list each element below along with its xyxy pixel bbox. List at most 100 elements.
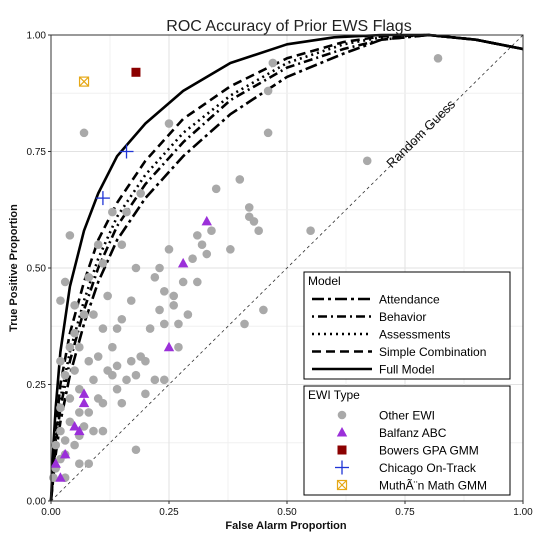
legend-ewi-label: Chicago On-Track	[379, 461, 477, 475]
other-ewi-point	[131, 263, 141, 273]
other-ewi-point	[131, 370, 141, 380]
other-ewi-point	[84, 459, 94, 469]
legend-ewi-label: Other EWI	[379, 409, 435, 423]
other-ewi-point	[60, 370, 70, 380]
other-ewi-point	[75, 384, 84, 394]
other-ewi-point	[259, 305, 268, 315]
other-ewi-point	[244, 203, 254, 212]
other-ewi-point	[306, 226, 315, 236]
other-ewi-point	[159, 287, 169, 296]
other-ewi-point	[79, 128, 89, 138]
other-ewi-point	[126, 356, 136, 366]
other-ewi-point	[150, 273, 160, 282]
other-ewi-point	[159, 375, 169, 385]
y-tick-label: 0.75	[27, 147, 47, 158]
other-ewi-point	[169, 291, 179, 301]
other-ewi-point	[268, 58, 278, 68]
other-ewi-point	[56, 403, 65, 413]
legend-ewi-swatch	[335, 460, 349, 475]
other-ewi-point	[98, 398, 108, 408]
legend-ewi-title: EWI Type	[308, 388, 360, 402]
ewi-points	[49, 54, 443, 483]
other-ewi-point	[60, 277, 70, 287]
other-ewi-point	[84, 356, 94, 366]
balfanz-abc-point	[201, 215, 212, 226]
other-ewi-point	[79, 422, 89, 431]
other-ewi-point	[155, 263, 164, 273]
other-ewi-point	[183, 310, 193, 319]
legend-ewi-type: EWI Type Other EWI Balfanz ABC Bowers GPA G…	[303, 385, 511, 496]
legend-ewi-swatch	[336, 427, 348, 437]
other-ewi-point	[79, 310, 89, 319]
chart-title: ROC Accuracy of Prior EWS Flags	[166, 18, 411, 35]
balfanz-abc-point	[55, 472, 66, 482]
other-ewi-point	[98, 426, 108, 436]
balfanz-abc-point	[50, 458, 61, 468]
balfanz-abc-point	[59, 448, 71, 459]
other-ewi-point	[56, 356, 65, 366]
other-ewi-point	[112, 384, 122, 394]
other-ewi-point	[112, 361, 122, 371]
other-ewi-point	[211, 184, 221, 194]
other-ewi-point	[263, 86, 273, 96]
other-ewi-point	[117, 314, 127, 324]
other-ewi-point	[56, 426, 65, 436]
other-ewi-point	[75, 459, 84, 469]
other-ewi-point	[164, 245, 174, 254]
random-guess-line	[50, 34, 524, 502]
other-ewi-point	[197, 240, 207, 249]
x-tick-label: 0.00	[41, 507, 61, 518]
other-ewi-point	[108, 342, 117, 352]
y-tick-label: 0.25	[27, 380, 47, 391]
other-ewi-point	[126, 296, 136, 305]
x-tick-label: 0.25	[159, 507, 179, 518]
other-ewi-point	[75, 342, 84, 352]
other-ewi-point	[75, 408, 84, 417]
other-ewi-point	[141, 356, 150, 366]
legend-ewi-label: MuthÃ¨n Math GMM	[379, 479, 487, 493]
other-ewi-point	[141, 389, 150, 399]
legend-model-label: Behavior	[379, 310, 426, 324]
x-tick-label: 0.50	[277, 507, 297, 518]
other-ewi-point	[65, 417, 75, 427]
other-ewi-point	[84, 408, 94, 417]
legend-ewi-swatch	[337, 445, 347, 455]
other-ewi-point	[174, 319, 183, 329]
other-ewi-point	[136, 189, 145, 198]
bowers-gpa-gmm-point	[131, 67, 141, 77]
y-axis-label: True Positive Proportion	[8, 204, 20, 332]
other-ewi-point	[193, 231, 202, 240]
other-ewi-point	[60, 436, 70, 445]
other-ewi-point	[164, 119, 174, 128]
chicago-on-track-point	[95, 191, 110, 206]
legend-model-title: Model	[308, 274, 341, 288]
balfanz-abc-point	[163, 341, 175, 352]
other-ewi-point	[235, 175, 245, 184]
other-ewi-point	[70, 300, 79, 310]
other-ewi-point	[226, 245, 235, 254]
balfanz-abc-point	[78, 388, 90, 398]
other-ewi-point	[56, 296, 65, 305]
y-axis-ticks: 0.00 0.25 0.50 0.75 1.00	[27, 31, 51, 508]
other-ewi-point	[89, 426, 98, 436]
legend-model-label: Simple Combination	[379, 345, 486, 359]
other-ewi-point	[70, 440, 79, 450]
other-ewi-point	[202, 249, 212, 259]
legend-model-box	[303, 271, 511, 380]
other-ewi-point	[254, 226, 263, 236]
balfanz-abc-point	[78, 397, 90, 408]
other-ewi-point	[98, 324, 108, 333]
x-axis-ticks: 0.00 0.25 0.50 0.75 1.00	[41, 501, 533, 518]
other-ewi-point	[178, 277, 188, 287]
legend-ewi-swatch	[336, 479, 348, 491]
other-ewi-point	[263, 128, 273, 138]
legend-ewi-label: Balfanz ABC	[379, 426, 447, 440]
roc-curve-simple-combination	[49, 33, 524, 502]
other-ewi-point	[150, 375, 160, 385]
other-ewi-point	[84, 273, 94, 282]
other-ewi-point	[362, 156, 372, 166]
muth-n-math-gmm-point	[78, 76, 90, 87]
other-ewi-point	[131, 445, 141, 455]
